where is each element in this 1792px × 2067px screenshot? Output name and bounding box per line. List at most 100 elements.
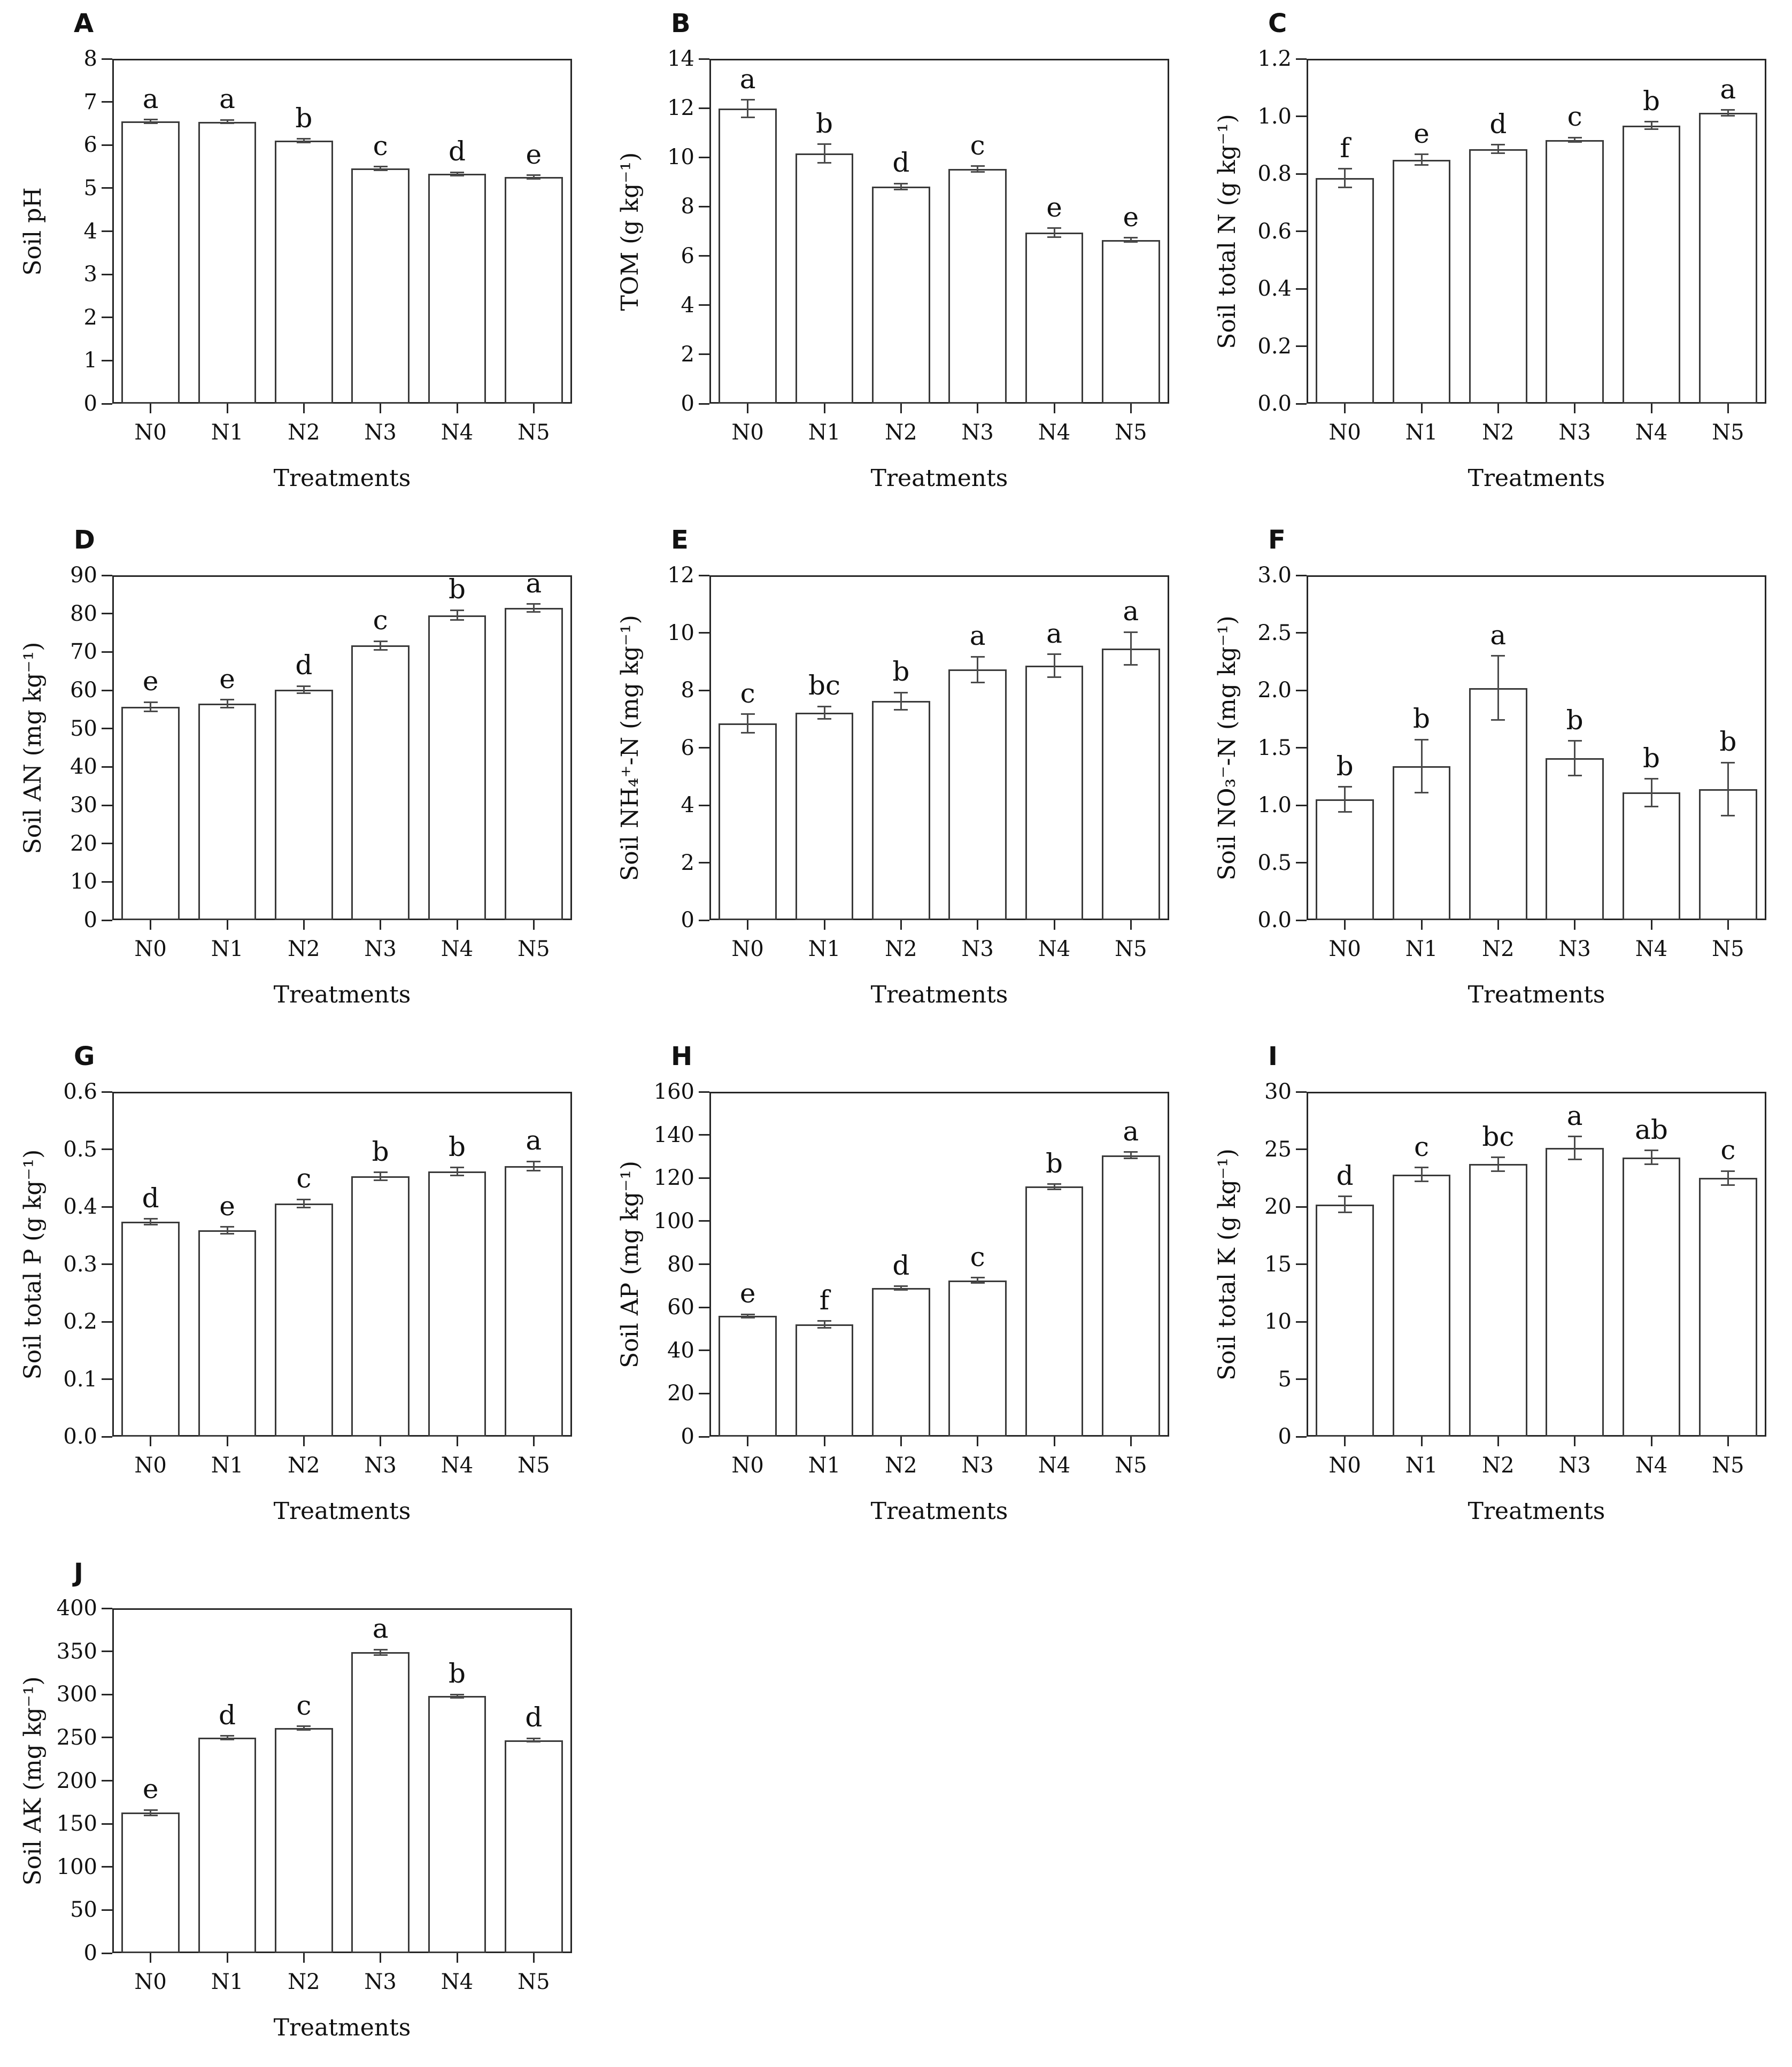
error-bar bbox=[150, 702, 152, 712]
sig-letter-N1: bc bbox=[808, 670, 841, 701]
panel-letter-C: C bbox=[1268, 9, 1287, 38]
error-bar-cap-top bbox=[1415, 738, 1428, 741]
y-tick-mark bbox=[102, 230, 112, 232]
error-bar-cap-bottom bbox=[970, 681, 985, 683]
x-tick-label-N5: N5 bbox=[1115, 1453, 1147, 1478]
y-tick-mark bbox=[102, 651, 112, 653]
y-tick-mark bbox=[699, 919, 709, 921]
error-bar-cap-top bbox=[1644, 121, 1658, 123]
error-bar-cap-bottom bbox=[740, 116, 755, 118]
x-tick-label-N1: N1 bbox=[211, 420, 244, 445]
error-bar bbox=[303, 686, 305, 693]
y-tick-mark bbox=[699, 403, 709, 405]
error-bar-cap-bottom bbox=[1491, 719, 1505, 721]
x-tick-mark bbox=[1130, 1437, 1132, 1446]
plot-area bbox=[1307, 59, 1766, 404]
plot-area bbox=[709, 575, 1169, 920]
sig-letter-N2: d bbox=[892, 147, 910, 179]
bar-N3 bbox=[351, 168, 410, 404]
bar-N3 bbox=[948, 669, 1007, 920]
y-tick-mark bbox=[102, 728, 112, 730]
error-bar-cap-top bbox=[220, 699, 234, 701]
x-tick-label-N1: N1 bbox=[808, 937, 841, 961]
error-bar-cap-top bbox=[894, 1285, 908, 1287]
error-bar-cap-top bbox=[373, 166, 388, 168]
bar-N4 bbox=[428, 1171, 486, 1437]
error-bar-cap-top bbox=[817, 705, 831, 707]
sig-letter-N3: a bbox=[969, 620, 986, 652]
x-tick-label-N4: N4 bbox=[1635, 1453, 1668, 1478]
bar-N3 bbox=[1546, 758, 1604, 920]
bar-N0 bbox=[1316, 799, 1374, 920]
x-tick-mark bbox=[532, 1953, 535, 1963]
x-axis-title: Treatments bbox=[870, 981, 1008, 1008]
error-bar-cap-bottom bbox=[527, 178, 541, 180]
error-bar-cap-top bbox=[1721, 109, 1735, 111]
y-tick-mark bbox=[102, 58, 112, 60]
x-tick-mark bbox=[823, 920, 825, 930]
error-bar-cap-top bbox=[1338, 1196, 1352, 1198]
bar-N1 bbox=[1392, 159, 1451, 404]
panel-B: B TOM (g kg⁻¹) 0 2 4 6 8 10 12 14 a N0 b N1 d N2 c N3 e N4 e… bbox=[597, 0, 1194, 516]
y-tick-mark bbox=[102, 403, 112, 405]
y-tick-mark bbox=[102, 919, 112, 921]
bar-N3 bbox=[351, 1652, 410, 1953]
y-tick-mark bbox=[1296, 1091, 1307, 1093]
error-bar bbox=[150, 1810, 152, 1815]
error-bar bbox=[1053, 1184, 1055, 1190]
x-tick-label-N4: N4 bbox=[1635, 420, 1668, 445]
x-tick-mark bbox=[150, 1953, 152, 1963]
error-bar-cap-bottom bbox=[1491, 152, 1505, 155]
error-bar bbox=[380, 1649, 382, 1655]
sig-letter-N5: a bbox=[1720, 73, 1736, 105]
x-tick-mark bbox=[303, 1437, 305, 1446]
error-bar-cap-bottom bbox=[143, 1814, 158, 1816]
error-bar bbox=[303, 138, 305, 143]
error-bar-cap-bottom bbox=[450, 1175, 464, 1177]
sig-letter-N4: b bbox=[448, 574, 466, 605]
y-tick-label: 1.0 bbox=[1257, 104, 1292, 129]
x-tick-label-N4: N4 bbox=[441, 420, 474, 445]
x-tick-label-N3: N3 bbox=[961, 937, 994, 961]
y-tick-mark bbox=[699, 304, 709, 306]
bar-N5 bbox=[1698, 1178, 1757, 1437]
x-tick-mark bbox=[823, 404, 825, 413]
error-bar bbox=[226, 120, 228, 124]
y-tick-label: 1.0 bbox=[1257, 793, 1292, 817]
error-bar-cap-bottom bbox=[1567, 774, 1582, 776]
y-tick-mark bbox=[699, 107, 709, 109]
error-bar bbox=[747, 99, 749, 118]
x-tick-label-N4: N4 bbox=[1038, 420, 1071, 445]
x-tick-label-N5: N5 bbox=[1115, 937, 1147, 961]
bar-N0 bbox=[719, 723, 777, 920]
error-bar-cap-top bbox=[143, 1218, 158, 1220]
error-bar bbox=[1727, 762, 1729, 816]
y-tick-label: 0 bbox=[83, 908, 97, 932]
x-axis-title: Treatments bbox=[1467, 465, 1605, 492]
bar-N0 bbox=[1316, 178, 1374, 404]
error-bar-cap-top bbox=[740, 713, 755, 715]
y-tick-mark bbox=[102, 881, 112, 883]
sig-letter-N5: a bbox=[526, 1125, 542, 1156]
x-axis-title: Treatments bbox=[273, 465, 411, 492]
x-tick-mark bbox=[303, 920, 305, 930]
error-bar-cap-top bbox=[1491, 655, 1505, 657]
error-bar-cap-top bbox=[297, 1725, 311, 1727]
error-bar-cap-top bbox=[373, 1171, 388, 1173]
x-tick-label-N0: N0 bbox=[731, 420, 764, 445]
y-tick-label: 80 bbox=[667, 1252, 694, 1277]
y-tick-mark bbox=[102, 1091, 112, 1093]
bar-N4 bbox=[1025, 232, 1084, 404]
bar-N0 bbox=[719, 1316, 777, 1437]
y-tick-label: 6 bbox=[681, 735, 694, 760]
x-tick-label-N5: N5 bbox=[517, 1970, 550, 1994]
y-tick-label: 2 bbox=[83, 305, 97, 330]
x-tick-label-N2: N2 bbox=[288, 937, 320, 961]
error-bar bbox=[900, 1286, 902, 1290]
error-bar-cap-top bbox=[1047, 1183, 1061, 1185]
y-tick-mark bbox=[102, 144, 112, 146]
y-tick-label: 1.2 bbox=[1257, 47, 1292, 71]
error-bar-cap-top bbox=[1721, 761, 1735, 763]
y-tick-mark bbox=[102, 1607, 112, 1609]
y-tick-label: 100 bbox=[653, 1208, 694, 1233]
